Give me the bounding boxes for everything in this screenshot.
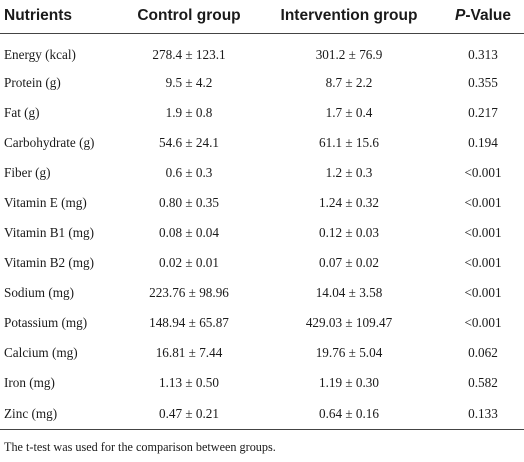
cell-nutrient-name: Sodium (mg) [4, 285, 74, 300]
nutrients-table: Nutrients Control group Intervention gro… [0, 0, 524, 430]
cell-p-value: 0.217 [468, 105, 498, 120]
header-nutrients: Nutrients [0, 0, 122, 34]
table-body: Energy (kcal) 278.4 ± 123.1 301.2 ± 76.9 0.… [0, 34, 524, 430]
cell-control-value: 16.81 ± 7.44 [155, 345, 223, 360]
cell-control-value: 0.08 ± 0.04 [159, 225, 219, 240]
cell-nutrient-name: Carbohydrate (g) [4, 135, 95, 150]
cell-p-value: <0.001 [464, 165, 502, 180]
table-row: Iron (mg) 1.13 ± 0.50 1.19 ± 0.30 0.582 [0, 368, 524, 398]
header-control-group: Control group [122, 0, 256, 34]
cell-intervention-value: 0.64 ± 0.16 [256, 398, 442, 430]
cell-intervention-value: 8.7 ± 2.2 [325, 75, 373, 90]
cell-p-value: 0.133 [442, 398, 524, 430]
cell-p-value: 0.313 [468, 47, 498, 62]
cell-control-value: 0.47 ± 0.21 [122, 398, 256, 430]
cell-intervention-value: 19.76 ± 5.04 [315, 345, 383, 360]
table-row: Calcium (mg) 16.81 ± 7.44 19.76 ± 5.04 0.06… [0, 338, 524, 368]
cell-nutrient-name: Calcium (mg) [4, 345, 78, 360]
cell-intervention-value: 14.04 ± 3.58 [315, 285, 383, 300]
table-row: Fiber (g) 0.6 ± 0.3 1.2 ± 0.3 <0.001 [0, 158, 524, 188]
cell-nutrient-name: Vitamin E (mg) [4, 195, 87, 210]
cell-p-value: 0.062 [468, 345, 498, 360]
cell-intervention-value: 1.24 ± 0.32 [319, 195, 379, 210]
cell-control-value: 148.94 ± 65.87 [149, 315, 229, 330]
header-row: Nutrients Control group Intervention gro… [0, 0, 524, 34]
table-row: Vitamin E (mg) 0.80 ± 0.35 1.24 ± 0.32 <0.0… [0, 188, 524, 218]
table-footnote: The t-test was used for the comparison b… [4, 440, 276, 454]
table-row: Protein (g) 9.5 ± 4.2 8.7 ± 2.2 0.355 [0, 68, 524, 98]
header-p-letter: P [454, 6, 466, 24]
cell-p-value: <0.001 [464, 255, 502, 270]
cell-control-value: 9.5 ± 4.2 [165, 75, 213, 90]
cell-nutrient-name: Fat (g) [4, 105, 40, 120]
cell-nutrient-name: Vitamin B2 (mg) [4, 255, 95, 270]
table-row: Sodium (mg) 223.76 ± 98.96 14.04 ± 3.58 <0.… [0, 278, 524, 308]
cell-nutrient-name: Energy (kcal) [4, 47, 76, 62]
cell-p-value: 0.194 [468, 135, 498, 150]
cell-p-value: 0.355 [468, 75, 498, 90]
table-row: Carbohydrate (g) 54.6 ± 24.1 61.1 ± 15.6 0.… [0, 128, 524, 158]
cell-control-value: 1.13 ± 0.50 [159, 375, 219, 390]
cell-intervention-value: 301.2 ± 76.9 [315, 47, 383, 62]
cell-control-value: 54.6 ± 24.1 [159, 135, 219, 150]
cell-nutrient-name: Fiber (g) [4, 165, 51, 180]
cell-intervention-value: 1.7 ± 0.4 [325, 105, 373, 120]
table-row: Energy (kcal) 278.4 ± 123.1 301.2 ± 76.9 0.… [0, 34, 524, 69]
table-header: Nutrients Control group Intervention gro… [0, 0, 524, 34]
cell-nutrient-name: Potassium (mg) [4, 315, 88, 330]
cell-intervention-value: 1.2 ± 0.3 [325, 165, 373, 180]
header-p-suffix: -Value [465, 6, 511, 24]
cell-control-value: 278.4 ± 123.1 [152, 47, 226, 62]
table-row: Vitamin B2 (mg) 0.02 ± 0.01 0.07 ± 0.02 <0.… [0, 248, 524, 278]
table-row: Zinc (mg) 0.47 ± 0.21 0.64 ± 0.16 0.133 [0, 398, 524, 430]
cell-p-value: 0.582 [468, 375, 498, 390]
cell-p-value: <0.001 [464, 225, 502, 240]
cell-nutrient-name: Protein (g) [4, 75, 61, 90]
cell-intervention-value: 61.1 ± 15.6 [319, 135, 379, 150]
table-row: Fat (g) 1.9 ± 0.8 1.7 ± 0.4 0.217 [0, 98, 524, 128]
cell-intervention-value: 429.03 ± 109.47 [305, 315, 393, 330]
cell-control-value: 0.80 ± 0.35 [159, 195, 219, 210]
cell-p-value: <0.001 [464, 315, 502, 330]
cell-intervention-value: 0.12 ± 0.03 [319, 225, 379, 240]
cell-nutrient-name: Zinc (mg) [0, 398, 122, 430]
header-intervention-group: Intervention group [256, 0, 442, 34]
cell-nutrient-name: Vitamin B1 (mg) [4, 225, 95, 240]
cell-nutrient-name: Iron (mg) [4, 375, 55, 390]
table-row: Vitamin B1 (mg) 0.08 ± 0.04 0.12 ± 0.03 <0.… [0, 218, 524, 248]
cell-control-value: 0.6 ± 0.3 [165, 165, 213, 180]
cell-control-value: 223.76 ± 98.96 [149, 285, 229, 300]
cell-p-value: <0.001 [464, 195, 502, 210]
cell-control-value: 1.9 ± 0.8 [165, 105, 213, 120]
cell-p-value: <0.001 [464, 285, 502, 300]
cell-intervention-value: 1.19 ± 0.30 [319, 375, 379, 390]
cell-control-value: 0.02 ± 0.01 [159, 255, 219, 270]
cell-intervention-value: 0.07 ± 0.02 [319, 255, 379, 270]
header-p-value: P-Value [442, 0, 524, 34]
table-row: Potassium (mg) 148.94 ± 65.87 429.03 ± 109… [0, 308, 524, 338]
